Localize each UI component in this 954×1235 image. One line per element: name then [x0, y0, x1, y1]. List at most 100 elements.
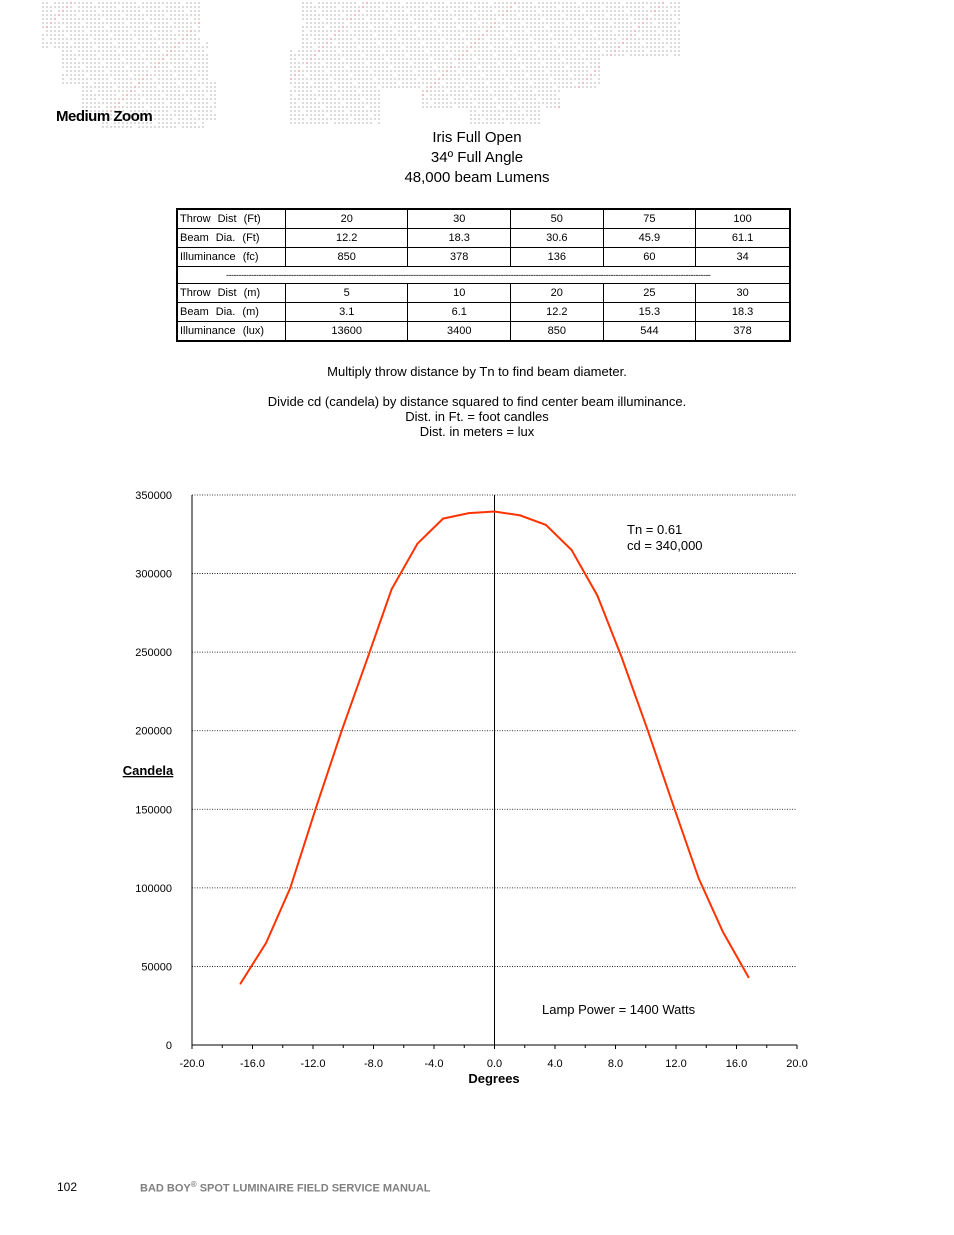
map-dot [193, 41, 197, 45]
map-dot [677, 53, 680, 57]
map-dot [577, 61, 581, 65]
map-dot [357, 113, 361, 117]
map-dot [505, 37, 509, 41]
map-dot [481, 93, 485, 97]
map-dot [501, 61, 505, 65]
map-dot [569, 65, 573, 69]
map-dot [333, 73, 337, 77]
map-dot [385, 25, 389, 29]
map-dot [57, 5, 61, 9]
map-dot [313, 81, 317, 85]
map-dot [497, 29, 501, 33]
map-dot [341, 21, 345, 25]
map-dot [105, 33, 109, 37]
map-dot [625, 29, 629, 33]
map-dot [677, 37, 680, 41]
map-dot [365, 81, 369, 85]
map-dot [181, 33, 185, 37]
map-dot [337, 25, 341, 29]
map-dot [309, 105, 313, 109]
map-dot [57, 9, 61, 13]
map-dot [445, 13, 449, 17]
map-dot [509, 69, 513, 73]
map-dot [385, 77, 389, 81]
map-dot [461, 17, 465, 21]
map-dot [129, 121, 133, 125]
map-dot [177, 77, 181, 81]
map-dot [417, 57, 421, 61]
table-cell: 45.9 [602, 228, 697, 248]
map-dot [361, 73, 365, 77]
map-dot [525, 17, 529, 21]
map-dot [433, 17, 437, 21]
map-dot [117, 69, 121, 73]
map-dot [461, 21, 465, 25]
map-dot [421, 37, 425, 41]
map-dot [205, 45, 209, 49]
map-dot [385, 5, 389, 9]
map-dot [169, 41, 173, 45]
map-dot [137, 29, 141, 33]
map-dot [117, 77, 121, 81]
map-dot [333, 1, 337, 5]
map-dot [625, 37, 629, 41]
map-dot [149, 5, 153, 9]
map-dot [201, 57, 205, 61]
map-dot [297, 73, 301, 77]
map-dot [569, 41, 573, 45]
map-dot [89, 85, 93, 89]
map-dot [181, 53, 185, 57]
map-dot [661, 9, 665, 13]
map-dot [153, 9, 157, 13]
map-dot [389, 45, 393, 49]
map-dot [193, 29, 197, 33]
map-dot [73, 17, 77, 21]
map-dot [485, 33, 489, 37]
map-dot [325, 73, 329, 77]
map-dot [157, 121, 161, 125]
map-dot [133, 101, 137, 105]
map-dot [61, 81, 65, 85]
map-dot [421, 93, 425, 97]
map-dot [201, 117, 205, 121]
map-dot [521, 113, 525, 117]
map-dot [445, 41, 449, 45]
map-dot [537, 1, 541, 5]
map-dot [461, 41, 465, 45]
map-dot [369, 121, 373, 125]
map-dot [537, 69, 541, 73]
map-dot [313, 37, 317, 41]
map-dot [97, 69, 101, 73]
map-dot [449, 69, 453, 73]
map-dot [77, 45, 81, 49]
map-dot [541, 81, 545, 85]
map-dot [353, 77, 357, 81]
map-dot [473, 9, 477, 13]
map-dot [137, 21, 141, 25]
map-dot [137, 105, 141, 109]
map-dot [157, 57, 161, 61]
map-dot [353, 97, 357, 101]
map-dot [649, 17, 653, 21]
map-dot [289, 69, 293, 73]
map-dot [369, 1, 373, 5]
map-dot [409, 25, 413, 29]
map-dot [453, 9, 457, 13]
map-dot [413, 1, 417, 5]
map-dot [645, 1, 649, 5]
map-dot [513, 13, 517, 17]
map-dot [489, 61, 493, 65]
map-dot [213, 93, 217, 97]
map-dot [429, 61, 433, 65]
map-dot [145, 93, 149, 97]
map-dot [161, 53, 165, 57]
map-dot [109, 53, 113, 57]
map-dot [77, 17, 81, 21]
map-dot [401, 73, 405, 77]
map-dot [353, 13, 357, 17]
map-dot [105, 49, 109, 53]
map-dot [457, 101, 461, 105]
map-dot [325, 77, 329, 81]
map-dot [301, 33, 305, 37]
map-dot [677, 21, 680, 25]
